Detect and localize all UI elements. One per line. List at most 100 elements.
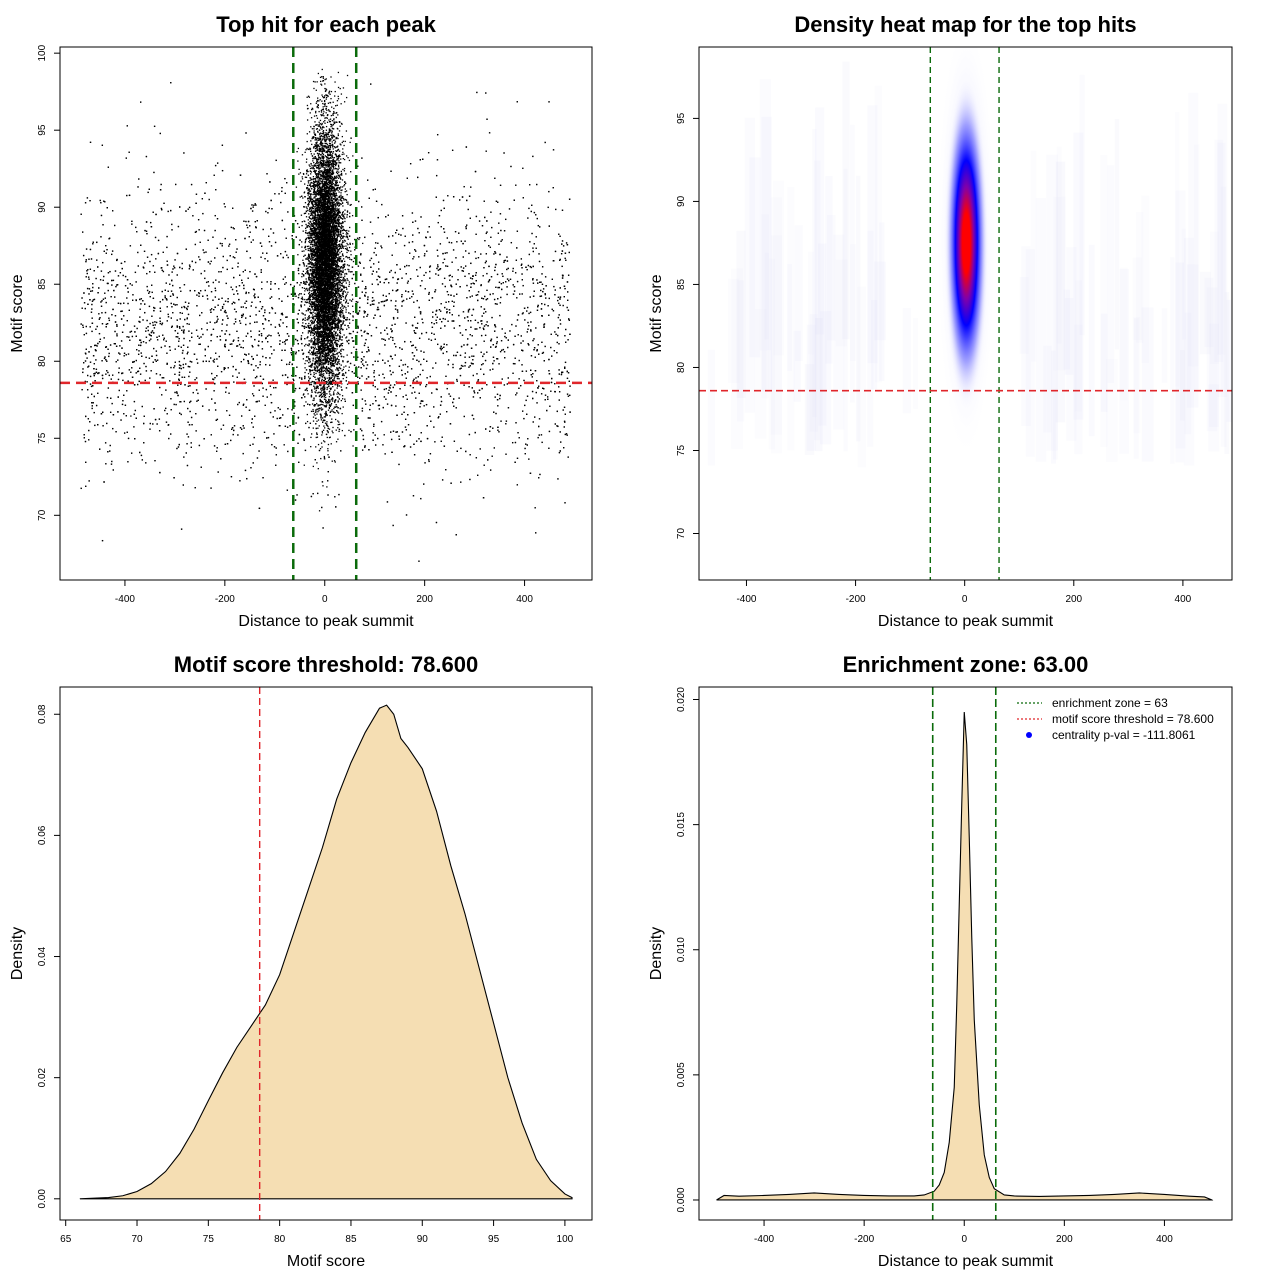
data-point xyxy=(339,188,341,190)
data-point xyxy=(302,270,304,272)
data-point xyxy=(304,290,306,292)
data-point xyxy=(311,198,314,201)
data-point xyxy=(322,133,325,135)
data-point xyxy=(338,314,341,316)
data-point xyxy=(320,357,322,359)
data-point xyxy=(335,210,337,213)
data-point xyxy=(303,255,305,258)
data-point xyxy=(309,302,311,305)
data-point xyxy=(322,325,324,327)
data-point xyxy=(329,351,331,353)
data-point xyxy=(344,398,346,400)
data-point xyxy=(297,160,299,162)
data-point xyxy=(337,385,339,387)
data-point xyxy=(332,134,335,137)
data-point xyxy=(349,226,351,229)
data-point xyxy=(307,209,309,212)
data-point xyxy=(327,367,329,369)
data-point xyxy=(311,278,313,280)
data-point xyxy=(323,249,325,251)
data-point xyxy=(331,344,334,346)
data-point xyxy=(327,114,329,116)
data-point xyxy=(315,264,317,266)
data-point xyxy=(323,193,325,195)
data-point xyxy=(335,429,337,431)
data-point xyxy=(331,374,333,377)
data-point xyxy=(310,295,313,297)
data-point xyxy=(331,311,333,313)
data-point xyxy=(315,381,317,384)
data-point xyxy=(311,308,314,310)
data-point xyxy=(325,108,327,110)
data-point xyxy=(312,329,314,331)
data-point xyxy=(327,95,329,98)
data-point xyxy=(343,290,345,292)
data-point xyxy=(313,310,315,312)
data-point xyxy=(349,141,351,144)
data-point xyxy=(338,235,340,237)
data-point xyxy=(342,270,344,272)
data-point xyxy=(308,210,311,212)
data-point xyxy=(325,184,327,186)
data-point xyxy=(310,293,313,295)
data-point xyxy=(320,182,322,185)
data-point xyxy=(329,369,332,371)
data-point xyxy=(309,282,311,285)
data-point xyxy=(335,337,338,339)
data-point xyxy=(308,256,311,259)
data-point xyxy=(316,205,319,207)
data-point xyxy=(303,250,305,252)
data-point xyxy=(324,90,327,93)
data-point xyxy=(321,392,323,394)
data-point xyxy=(313,232,315,234)
data-point xyxy=(333,218,335,220)
data-point xyxy=(334,160,337,162)
data-point xyxy=(328,398,330,401)
data-point xyxy=(319,219,322,221)
data-point xyxy=(307,248,309,250)
data-point xyxy=(307,237,310,240)
data-point xyxy=(308,378,311,380)
data-point xyxy=(343,199,345,201)
data-point xyxy=(329,345,331,348)
data-point xyxy=(321,348,323,350)
data-point xyxy=(341,260,343,263)
data-point xyxy=(325,289,328,291)
data-point xyxy=(322,339,324,341)
data-point xyxy=(348,326,350,329)
data-point xyxy=(322,136,324,138)
data-point xyxy=(317,419,320,421)
data-point xyxy=(333,222,335,224)
data-point xyxy=(320,138,322,140)
data-point xyxy=(323,161,325,164)
data-point xyxy=(321,160,323,162)
data-point xyxy=(339,196,341,198)
data-point xyxy=(324,378,326,381)
data-point xyxy=(327,173,329,175)
data-point xyxy=(316,209,319,211)
data-point xyxy=(336,303,338,305)
data-point xyxy=(334,190,336,193)
data-point xyxy=(320,320,322,323)
data-point xyxy=(326,423,328,425)
data-point xyxy=(318,229,320,231)
data-point xyxy=(327,379,330,382)
data-point xyxy=(323,425,325,427)
data-point xyxy=(321,314,323,316)
data-point xyxy=(318,164,321,166)
data-point xyxy=(346,235,348,237)
data-point xyxy=(327,157,329,159)
data-point xyxy=(322,346,324,348)
data-point xyxy=(320,201,322,203)
data-point xyxy=(342,214,345,216)
data-point xyxy=(328,214,331,216)
data-point xyxy=(307,317,309,319)
data-point xyxy=(305,283,307,285)
data-point xyxy=(316,186,319,188)
data-point xyxy=(315,278,318,281)
data-point xyxy=(345,233,347,235)
data-point xyxy=(311,338,313,340)
data-point xyxy=(340,349,342,351)
data-point xyxy=(338,130,341,132)
data-point xyxy=(345,256,347,258)
